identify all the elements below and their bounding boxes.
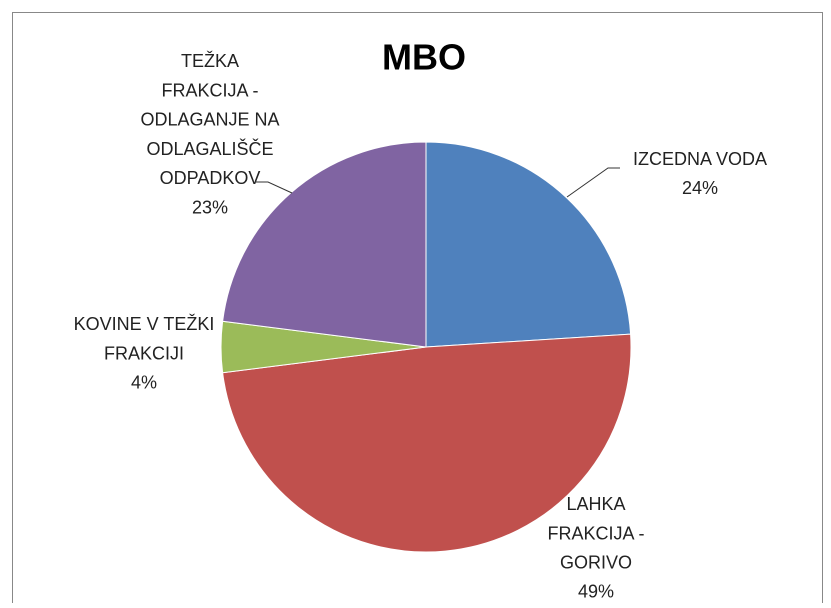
slice-value-label: 24% <box>682 178 718 198</box>
slice-label: IZCEDNA VODA <box>633 149 767 169</box>
slice-value-label: 23% <box>192 197 228 217</box>
chart-title: MBO <box>382 37 466 78</box>
pie-slice <box>222 141 427 348</box>
leader-line <box>566 167 620 198</box>
leader-line <box>255 181 293 194</box>
slice-value-label: 4% <box>131 372 157 392</box>
pie-slice <box>222 333 632 553</box>
slice-label: LAHKA FRAKCIJA -GORIVO <box>547 494 644 573</box>
slice-value-label: 49% <box>578 582 614 602</box>
slice-label: TEŽKA FRAKCIJA -ODLAGANJE NA ODLAGALIŠČE OD… <box>140 51 279 188</box>
pie-slice <box>425 141 632 348</box>
slice-label: KOVINE V TEŽKI FRAKCIJI <box>74 314 215 363</box>
